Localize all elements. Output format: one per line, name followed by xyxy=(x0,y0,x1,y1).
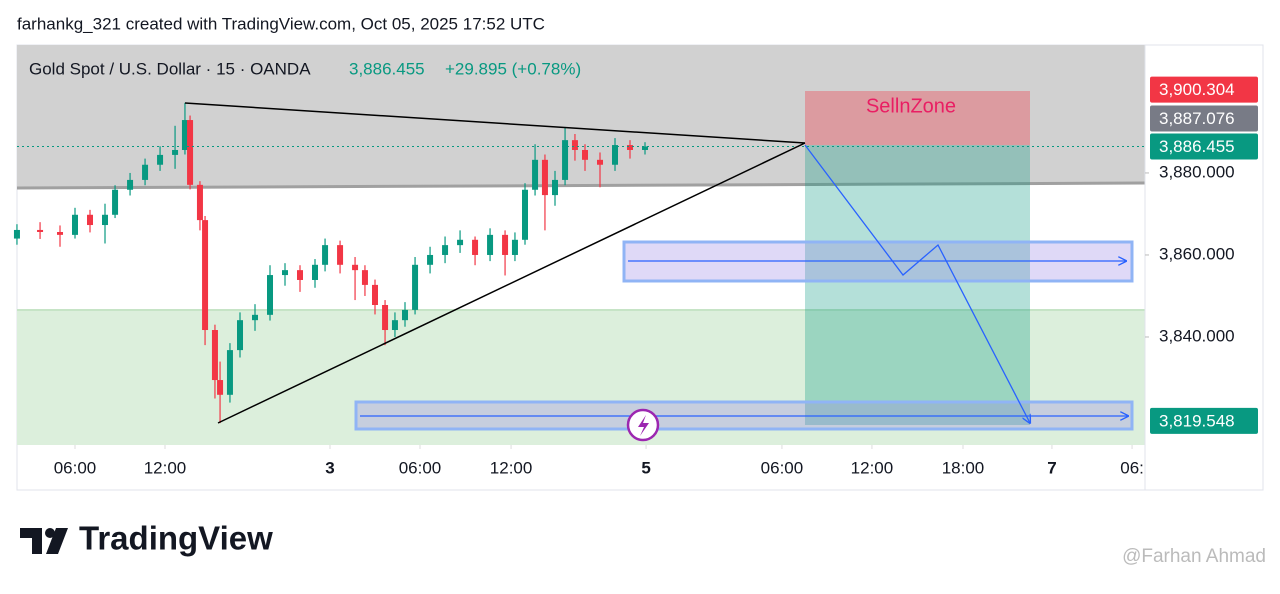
price-tag-label: 3,900.304 xyxy=(1159,80,1235,99)
y-tick-label: 3,880.000 xyxy=(1159,162,1235,181)
candle-body xyxy=(37,229,44,233)
candle-body xyxy=(412,264,419,310)
candle-body xyxy=(187,120,194,185)
candle-body xyxy=(457,239,464,246)
candle-body xyxy=(372,284,379,305)
x-tick-label: 06:00 xyxy=(54,458,97,477)
candle-body xyxy=(142,164,149,180)
candle-body xyxy=(267,275,274,315)
candle-body xyxy=(196,184,203,221)
x-tick-label: 06:00 xyxy=(399,458,442,477)
price-tag-label: 3,887.076 xyxy=(1159,109,1235,128)
price-tag xyxy=(1150,105,1258,132)
candle-body xyxy=(172,149,179,155)
x-tick-label: 06:00 xyxy=(761,458,804,477)
logo-text: TradingView xyxy=(79,520,273,557)
logo xyxy=(20,528,68,554)
candle-body xyxy=(322,245,329,265)
sell-zone xyxy=(805,91,1030,145)
price-tag xyxy=(1150,76,1258,103)
x-tick-label: 7 xyxy=(1047,458,1056,477)
candle-body xyxy=(571,140,578,150)
candle-body xyxy=(112,189,119,215)
candle-body xyxy=(72,214,79,235)
zone-edge xyxy=(16,181,1146,190)
candle-body xyxy=(217,380,224,395)
sell-zone-label: SellnZone xyxy=(866,95,956,117)
target-zone xyxy=(805,145,1030,425)
candle-body xyxy=(282,270,289,276)
candle-body xyxy=(102,214,109,226)
candle-body xyxy=(402,309,409,321)
candle-body xyxy=(13,229,20,239)
price-tag-label: 3,819.548 xyxy=(1159,411,1235,430)
candle-body xyxy=(127,179,134,190)
candle-body xyxy=(612,145,619,165)
candle-body xyxy=(202,220,209,331)
candle-body xyxy=(312,264,319,280)
price-tag-label: 3,886.455 xyxy=(1159,137,1235,156)
candle-body xyxy=(427,254,434,265)
candle-body xyxy=(541,159,548,196)
symbol-title: Gold Spot / U.S. Dollar · 15 · OANDA xyxy=(29,59,311,78)
candle-body xyxy=(642,146,649,150)
candle-body xyxy=(226,350,233,395)
candle-body xyxy=(361,270,368,285)
price-tag xyxy=(1150,407,1258,434)
price-change: +29.895 (+0.78%) xyxy=(445,59,581,78)
candle-body xyxy=(352,264,359,271)
candle-body xyxy=(57,232,64,235)
x-tick-label: 18:00 xyxy=(942,458,985,477)
candle-body xyxy=(532,159,539,190)
candle-body xyxy=(211,330,218,381)
candle-body xyxy=(562,140,569,180)
candle-body xyxy=(511,239,518,255)
watermark: @Farhan Ahmad xyxy=(1122,546,1266,567)
candle-body xyxy=(487,234,494,255)
resistance-zone xyxy=(17,45,1145,188)
x-tick-label: 3 xyxy=(325,458,334,477)
y-tick-label: 3,840.000 xyxy=(1159,326,1235,345)
trend-line xyxy=(184,102,806,144)
candle-body xyxy=(237,320,244,351)
candle-body xyxy=(522,189,529,240)
last-price: 3,886.455 xyxy=(349,59,425,78)
candle-body xyxy=(597,159,604,165)
candle-body xyxy=(552,179,559,196)
y-tick-label: 3,860.000 xyxy=(1159,244,1235,263)
candle-body xyxy=(337,245,344,265)
x-tick-label: 12:00 xyxy=(490,458,533,477)
candle-body xyxy=(627,145,634,150)
credit: farhankg_321 created with TradingView.co… xyxy=(17,14,545,33)
candle-body xyxy=(391,320,398,331)
candle-body xyxy=(442,245,449,255)
candle-body xyxy=(502,234,509,255)
event-icon xyxy=(638,415,649,436)
projection-path xyxy=(804,144,1030,423)
candle-body xyxy=(157,154,164,165)
candle-body xyxy=(297,270,304,280)
x-tick-label: 06: xyxy=(1120,458,1144,477)
x-tick-label: 5 xyxy=(641,458,650,477)
candle-body xyxy=(181,120,188,150)
candle-body xyxy=(252,314,259,321)
trend-line xyxy=(217,142,806,424)
candle-body xyxy=(87,214,94,226)
x-tick-label: 12:00 xyxy=(144,458,187,477)
candle-body xyxy=(582,149,589,160)
candle-body xyxy=(382,304,389,331)
candle-body xyxy=(472,239,479,255)
x-tick-label: 12:00 xyxy=(851,458,894,477)
price-tag xyxy=(1150,133,1258,160)
